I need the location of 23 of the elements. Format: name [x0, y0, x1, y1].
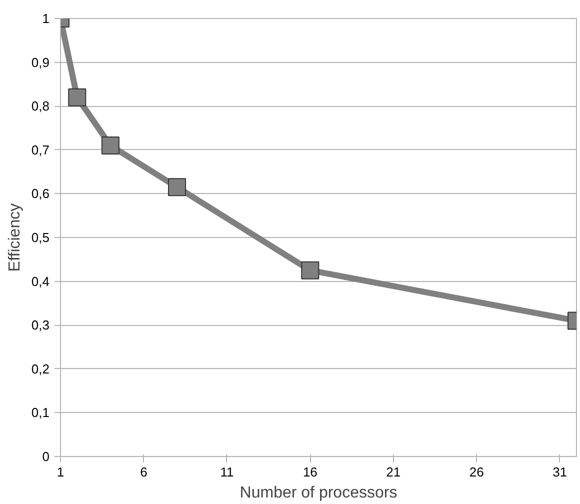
x-tick-label: 6: [140, 464, 148, 480]
y-tick-label: 0,9: [31, 54, 50, 70]
x-tick-label: 16: [302, 464, 318, 480]
x-tick-label: 26: [469, 464, 484, 480]
y-tick-label: 0,6: [31, 186, 50, 202]
y-tick-label: 0,5: [31, 230, 50, 245]
x-axis-title: Number of processors: [240, 484, 398, 502]
point: [101, 136, 120, 155]
y-tick-label: 1: [42, 11, 50, 26]
x-tick-label: 11: [220, 464, 234, 480]
point: [168, 178, 186, 196]
y-tick-label: 0: [42, 449, 50, 464]
x-tick-label: 1: [56, 464, 64, 480]
point: [68, 88, 86, 106]
x-tick-label: 31: [552, 464, 568, 480]
y-tick-label: 0,7: [31, 142, 50, 158]
y-axis-title: Efficiency: [6, 203, 24, 272]
y-tick-label: 0,3: [31, 318, 50, 333]
y-tick-label: 0,2: [31, 361, 50, 376]
y-tick-label: 0,8: [31, 98, 50, 114]
x-tick-label: 21: [386, 464, 401, 480]
y-tick-label: 0,1: [31, 405, 50, 420]
y-tick-label: 0,4: [31, 274, 50, 289]
